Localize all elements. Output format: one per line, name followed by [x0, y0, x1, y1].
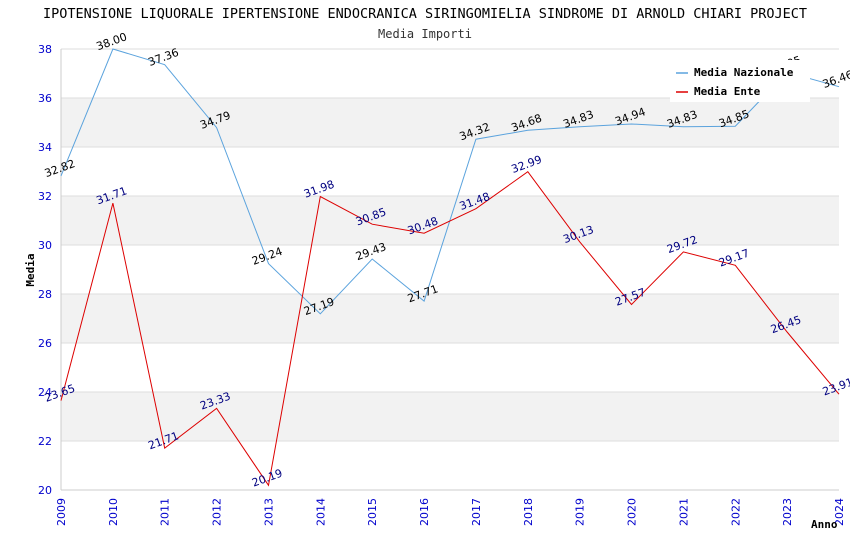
y-tick-label: 36 [38, 92, 52, 105]
data-label-naz: 36.46 [821, 68, 850, 91]
y-tick-label: 26 [38, 337, 52, 350]
y-tick-label: 22 [38, 435, 52, 448]
data-label-ente: 29.17 [717, 247, 751, 270]
x-tick-label: 2013 [262, 498, 275, 526]
y-tick-label: 38 [38, 43, 52, 56]
y-tick-label: 20 [38, 484, 52, 497]
x-tick-label: 2024 [833, 498, 846, 526]
grid-band [61, 392, 839, 441]
x-tick-label: 2018 [522, 498, 535, 526]
x-tick-label: 2010 [107, 498, 120, 526]
data-label-naz: 38.00 [95, 30, 129, 53]
legend-label-ente: Media Ente [694, 85, 761, 98]
x-tick-label: 2009 [55, 498, 68, 526]
series-lines [60, 48, 840, 487]
y-axis-label: Media [24, 253, 37, 286]
x-ticks: 2009 2010 2011 2012 2013 2014 2015 2016 2017 2018… [55, 498, 846, 526]
data-label-naz: 32.82 [43, 157, 77, 180]
grid-band [61, 294, 839, 343]
x-axis-label: Anno [811, 518, 838, 531]
chart-title: IPOTENSIONE LIQUORALE IPERTENSIONE ENDOC… [42, 6, 807, 22]
series-line-media-ente [60, 171, 840, 487]
axes [60, 49, 839, 491]
y-tick-label: 30 [38, 239, 52, 252]
x-tick-label: 2015 [366, 498, 379, 526]
x-tick-label: 2022 [729, 498, 742, 526]
legend: Media Nazionale Media Ente [670, 60, 810, 102]
grid-bands [61, 98, 839, 441]
legend-label-naz: Media Nazionale [694, 66, 794, 79]
legend-box [670, 60, 810, 102]
grid-band [61, 98, 839, 147]
data-label-naz: 29.24 [250, 245, 284, 268]
x-tick-label: 2011 [159, 498, 172, 526]
series-line-media-nazionale [60, 48, 840, 315]
x-tick-label: 2020 [626, 498, 639, 526]
y-tick-label: 34 [38, 141, 52, 154]
x-tick-label: 2016 [418, 498, 431, 526]
y-tick-label: 32 [38, 190, 52, 203]
x-tick-label: 2012 [211, 498, 224, 526]
chart-subtitle: Media Importi [378, 27, 472, 41]
y-tick-label: 28 [38, 288, 52, 301]
x-tick-label: 2017 [470, 498, 483, 526]
x-tick-label: 2019 [574, 498, 587, 526]
x-tick-label: 2014 [314, 498, 327, 526]
data-label-ente: 20.19 [250, 467, 284, 490]
y-tick-label: 24 [38, 386, 52, 399]
x-tick-label: 2021 [677, 498, 690, 526]
x-tick-label: 2023 [781, 498, 794, 526]
y-ticks: 20 22 24 26 28 30 32 34 36 38 [38, 43, 52, 497]
